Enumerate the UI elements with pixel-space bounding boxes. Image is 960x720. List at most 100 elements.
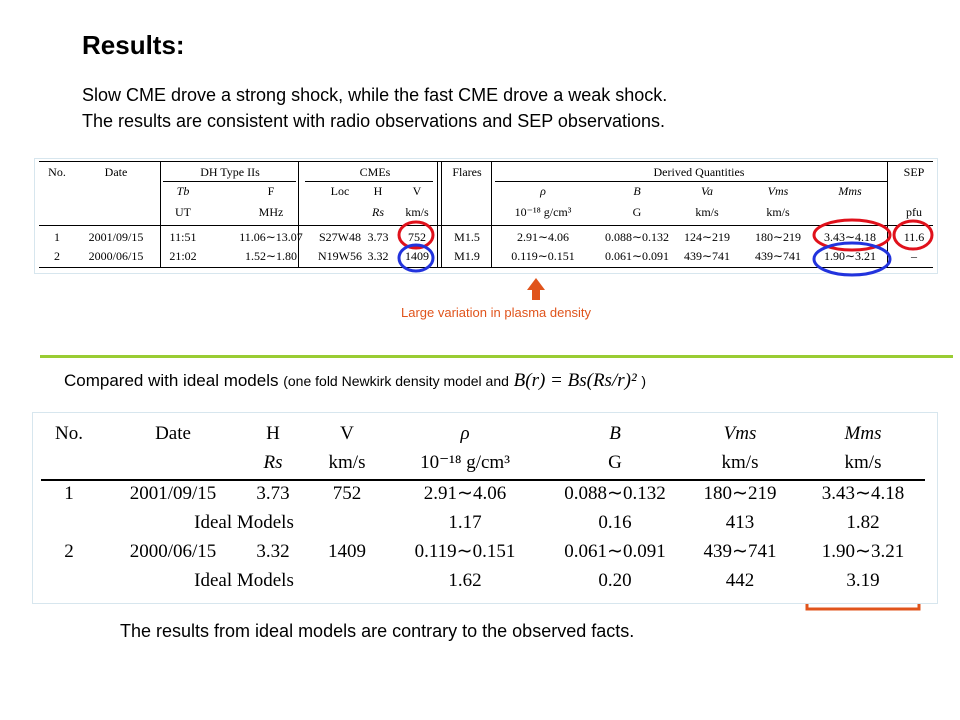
red-circle-mms-row1 xyxy=(812,218,892,252)
t2-r1-h: 3.73 xyxy=(256,483,290,504)
compare-detail-text: (one fold Newkirk density model and xyxy=(283,373,509,389)
t2-r2-mms: 1.90∼3.21 xyxy=(821,541,905,562)
t2-unit-v: km/s xyxy=(328,452,366,473)
t2-col-no: No. xyxy=(55,423,83,444)
t1-vrule-2 xyxy=(298,161,299,267)
t1-r2-h: 3.32 xyxy=(367,249,389,263)
t1-r2-va: 439∼741 xyxy=(683,249,731,263)
t2-r2-v: 1409 xyxy=(328,541,366,562)
t1-r2-vms: 439∼741 xyxy=(754,249,802,263)
t1-r1-loc: S27W48 xyxy=(319,230,361,244)
t2-ideal2-vms: 442 xyxy=(725,570,755,591)
t2-r2-vms: 439∼741 xyxy=(703,541,777,562)
blue-circle-mms-row2 xyxy=(812,241,892,277)
ideal-models-table: No. Date H V ρ B Vms Mms Rs km/s 10⁻¹⁸ g… xyxy=(32,412,938,604)
intro-line-1: Slow CME drove a strong shock, while the… xyxy=(82,85,668,105)
t2-ideal2-mms: 3.19 xyxy=(846,570,880,591)
t2-ideal1-label: Ideal Models xyxy=(194,512,294,533)
compare-main-text: Compared with ideal models xyxy=(64,371,279,390)
t1-r2-f: 1.52∼1.80 xyxy=(244,249,298,263)
t1-r1-va: 124∼219 xyxy=(683,230,731,244)
t2-col-v: V xyxy=(340,423,354,444)
t2-r1-v: 752 xyxy=(332,483,362,504)
t2-col-b: B xyxy=(609,423,621,444)
t1-r2-date: 2000/06/15 xyxy=(88,249,144,263)
t2-header-rule xyxy=(41,479,925,481)
t1-r2-flare: M1.9 xyxy=(454,249,480,263)
t1-r1-rho: 2.91∼4.06 xyxy=(516,230,570,244)
t2-r2-b: 0.061∼0.091 xyxy=(564,541,666,562)
col-f-header: F xyxy=(267,184,275,198)
t1-r1-b: 0.088∼0.132 xyxy=(604,230,670,244)
compare-caption: Compared with ideal models (one fold New… xyxy=(64,370,646,392)
t1-r2-b: 0.061∼0.091 xyxy=(604,249,670,263)
col-vms-header: Vms xyxy=(767,184,789,198)
up-arrow-icon xyxy=(527,278,545,300)
col-date-header: Date xyxy=(104,165,128,179)
t1-group-rule-dh xyxy=(163,181,296,182)
red-circle-sep-row1 xyxy=(892,219,934,251)
t1-r1-date: 2001/09/15 xyxy=(88,230,144,244)
col-v-header: V xyxy=(412,184,422,198)
t1-r2-loc: N19W56 xyxy=(318,249,362,263)
section-divider xyxy=(40,355,953,358)
blue-circle-v-1409 xyxy=(397,243,435,273)
t1-r1-vms: 180∼219 xyxy=(754,230,802,244)
t2-r2-date: 2000/06/15 xyxy=(129,541,217,562)
red-circle-v-752 xyxy=(397,220,435,250)
col-rho-header: ρ xyxy=(540,184,546,198)
t1-r1-tb: 11:51 xyxy=(169,230,197,244)
t2-r1-mms: 3.43∼4.18 xyxy=(821,483,905,504)
t1-r1-f: 11.06∼13.07 xyxy=(239,230,303,244)
observation-table: No. Date DH Type IIs CMEs Flares Derived… xyxy=(34,158,938,274)
group-dh-type-iis: DH Type IIs xyxy=(200,165,260,179)
t2-col-rho: ρ xyxy=(460,423,470,444)
t1-r2-no: 2 xyxy=(54,249,60,263)
group-cmes: CMEs xyxy=(359,165,391,179)
t1-r1-mms: 3.43∼4.18 xyxy=(823,230,877,244)
t1-r1-no: 1 xyxy=(54,230,60,244)
t2-r2-no: 2 xyxy=(64,541,74,562)
col-vms-unit: km/s xyxy=(766,205,790,219)
col-loc-header: Loc xyxy=(330,184,350,198)
conclusion-text: The results from ideal models are contra… xyxy=(120,621,635,641)
t2-r1-no: 1 xyxy=(64,483,74,504)
col-h-header: H xyxy=(373,184,383,198)
t1-r2-sep: – xyxy=(911,249,917,263)
group-sep: SEP xyxy=(903,165,925,179)
t2-col-mms: Mms xyxy=(844,423,882,444)
t1-vrule-3 xyxy=(437,161,438,267)
t1-r2-v: 1409 xyxy=(405,249,429,263)
t1-r1-sep: 11.6 xyxy=(903,230,925,244)
t2-r1-vms: 180∼219 xyxy=(703,483,777,504)
group-derived-quantities: Derived Quantities xyxy=(653,165,745,179)
t2-unit-vms: km/s xyxy=(721,452,759,473)
t2-ideal1-rho: 1.17 xyxy=(448,512,482,533)
t1-header-rule xyxy=(39,225,933,226)
t2-r2-rho: 0.119∼0.151 xyxy=(414,541,516,562)
t1-top-rule xyxy=(39,161,933,162)
col-v-unit: km/s xyxy=(405,205,429,219)
t2-col-h: H xyxy=(266,423,280,444)
field-formula: B(r) = Bs(Rs/r)² xyxy=(513,370,637,391)
t1-r1-h: 3.73 xyxy=(367,230,389,244)
t1-vrule-1 xyxy=(160,161,161,267)
t2-r1-b: 0.088∼0.132 xyxy=(564,483,666,504)
t2-r1-rho: 2.91∼4.06 xyxy=(423,483,507,504)
t1-group-rule-derived xyxy=(495,181,887,182)
col-mms-header: Mms xyxy=(838,184,862,198)
t1-group-rule-cmes xyxy=(305,181,433,182)
t2-r1-date: 2001/09/15 xyxy=(129,483,217,504)
t1-r2-tb: 21:02 xyxy=(169,249,197,263)
t2-col-date: Date xyxy=(155,423,191,444)
t2-ideal1-vms: 413 xyxy=(725,512,755,533)
group-flares: Flares xyxy=(452,165,482,179)
t2-col-vms: Vms xyxy=(723,423,757,444)
t1-vrule-4 xyxy=(441,161,442,267)
col-no-header: No. xyxy=(48,165,66,179)
density-annotation: Large variation in plasma density xyxy=(401,305,592,320)
t1-r2-rho: 0.119∼0.151 xyxy=(511,249,575,263)
col-tb-header: Tb xyxy=(176,184,190,198)
col-b-unit: G xyxy=(632,205,642,219)
intro-line-2: The results are consistent with radio ob… xyxy=(82,111,665,131)
